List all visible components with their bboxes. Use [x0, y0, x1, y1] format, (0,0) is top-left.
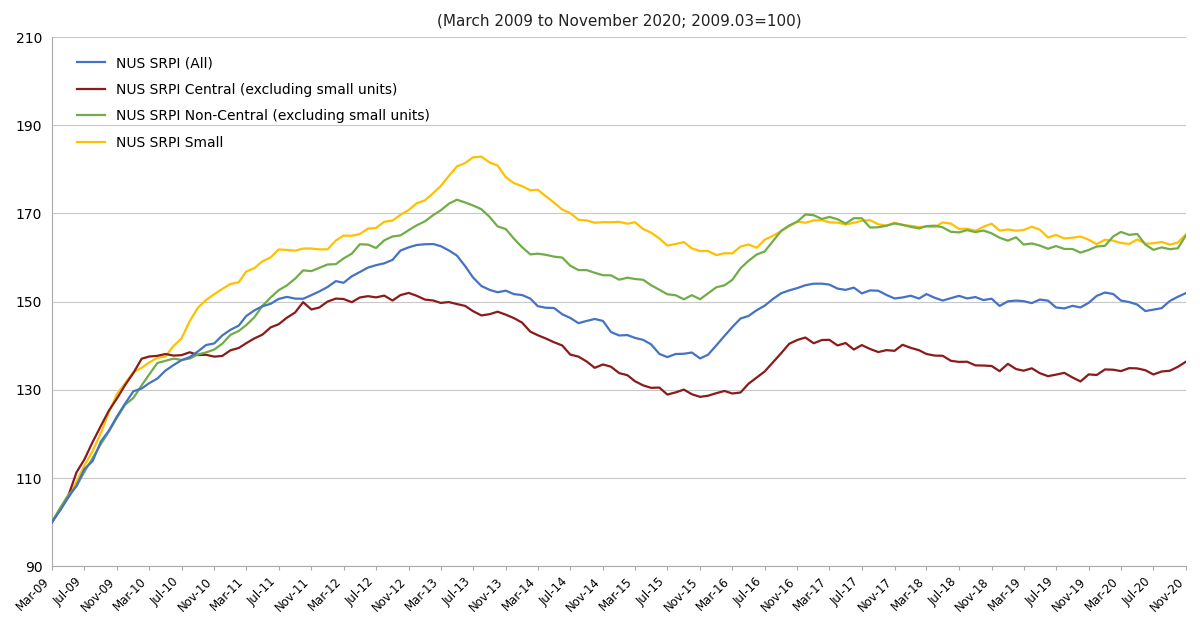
Line: NUS SRPI Non-Central (excluding small units): NUS SRPI Non-Central (excluding small un…: [52, 200, 1186, 522]
Line: NUS SRPI (All): NUS SRPI (All): [52, 244, 1186, 522]
Title: (March 2009 to November 2020; 2009.03=100): (March 2009 to November 2020; 2009.03=10…: [437, 14, 802, 29]
Legend: NUS SRPI (All), NUS SRPI Central (excluding small units), NUS SRPI Non-Central (: NUS SRPI (All), NUS SRPI Central (exclud…: [71, 49, 437, 156]
Line: NUS SRPI Central (excluding small units): NUS SRPI Central (excluding small units): [52, 293, 1186, 522]
Line: NUS SRPI Small: NUS SRPI Small: [52, 156, 1186, 522]
